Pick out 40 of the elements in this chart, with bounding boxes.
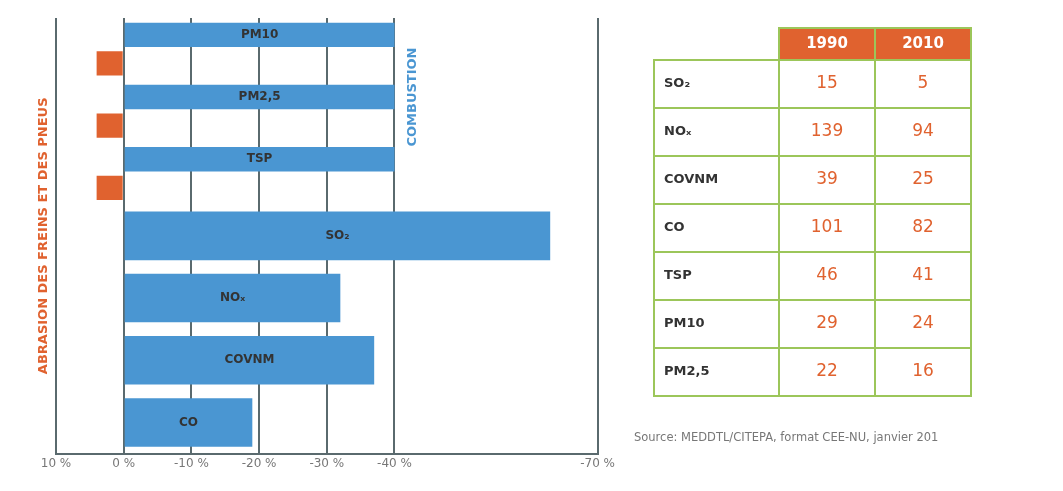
y-tick-label: PM10: [240, 26, 279, 41]
data-label: 5: [917, 72, 929, 93]
y-tick-label: TSP: [246, 151, 273, 166]
text: ABRASION DES FREINS ET DES PNEUS: [35, 97, 51, 375]
y-tick-label: SO₂: [325, 227, 350, 242]
data-label: 16: [912, 360, 934, 381]
y-tick-label: NOₓ: [664, 123, 692, 139]
data-label: 39: [816, 168, 838, 189]
text: COMBUSTION: [403, 47, 419, 147]
x-tick-label: 10 %: [40, 455, 72, 470]
data-label: 15: [816, 72, 838, 93]
data-label: 82: [912, 216, 934, 237]
y-tick-label: COVNM: [224, 352, 275, 367]
data-label: 29: [816, 312, 838, 333]
y-tick-label: NOₓ: [219, 290, 246, 305]
x-tick-label: 1990: [806, 33, 848, 52]
data-label: 94: [912, 120, 934, 141]
x-tick-label: 0 %: [112, 455, 136, 470]
y-tick-label: PM2,5: [238, 89, 281, 104]
data-label: 25: [912, 168, 934, 189]
x-tick-label: -70 %: [580, 455, 616, 470]
x-tick-label: -20 %: [241, 455, 277, 470]
data-label: 101: [810, 216, 844, 237]
data-label: 139: [810, 120, 844, 141]
y-tick-label: CO: [179, 414, 199, 429]
y-tick-label: PM2,5: [664, 363, 710, 379]
data-label: 46: [816, 264, 838, 285]
x-tick-label: -30 %: [309, 455, 345, 470]
x-tick-label: -10 %: [173, 455, 209, 470]
x-tick-label: -40 %: [377, 455, 412, 470]
data-label: 24: [912, 312, 934, 333]
source-note: Source: MEDDTL/CITEPA, format CEE-NU, janvier 201: [634, 429, 939, 444]
y-tick-label: SO₂: [664, 75, 691, 91]
y-tick-label: TSP: [664, 267, 692, 283]
y-tick-label: CO: [664, 219, 685, 235]
data-label: 22: [816, 360, 838, 381]
x-tick-label: 2010: [902, 33, 944, 52]
y-tick-label: COVNM: [664, 171, 719, 187]
y-tick-label: PM10: [664, 315, 705, 331]
data-label: 41: [912, 264, 934, 285]
